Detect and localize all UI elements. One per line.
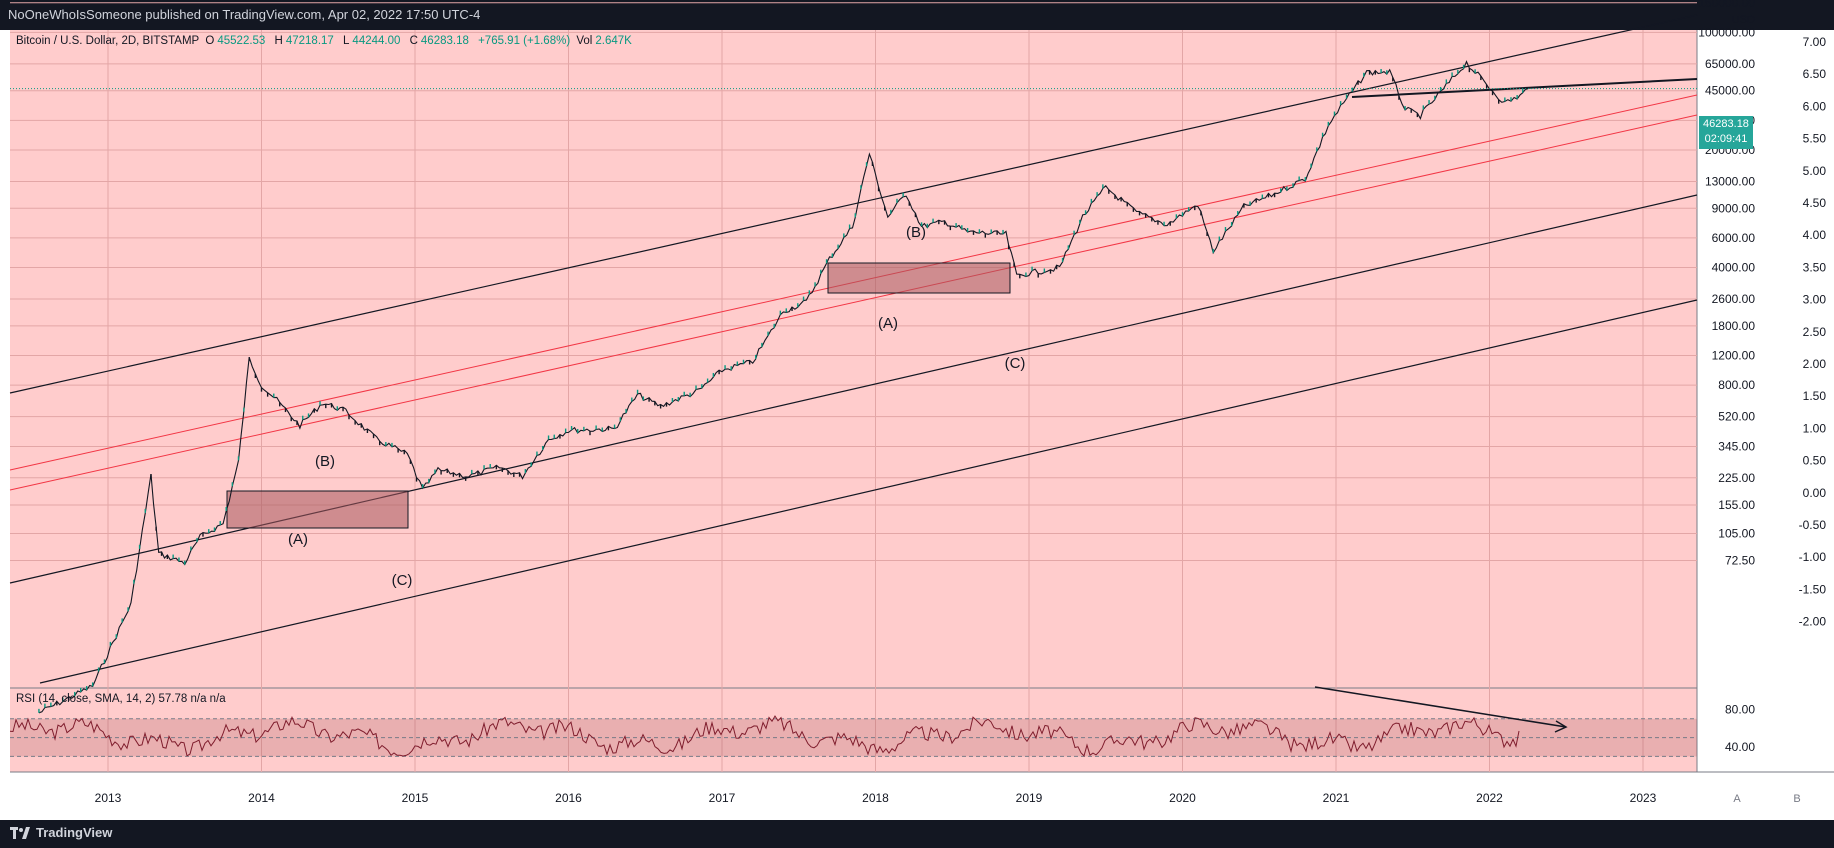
channel-line bbox=[9, 14, 1698, 394]
y2-tick-label: 3.00 bbox=[1803, 293, 1827, 307]
x-tick-label: 2013 bbox=[95, 791, 122, 805]
y-tick-label: 4000.00 bbox=[1712, 261, 1756, 275]
y2-tick-label: 3.50 bbox=[1803, 260, 1827, 274]
y-tick-label: 65000.00 bbox=[1705, 57, 1755, 71]
y2-tick-label: 0.50 bbox=[1803, 454, 1827, 468]
y-tick-label: 105.00 bbox=[1718, 526, 1755, 540]
y-tick-label: 155.00 bbox=[1718, 498, 1755, 512]
brand-name: TradingView bbox=[36, 825, 113, 840]
x-tick-label: 2021 bbox=[1323, 791, 1350, 805]
y2-tick-label: 4.00 bbox=[1803, 228, 1827, 242]
open-value: 45522.53 bbox=[217, 35, 266, 47]
y2-tick-label: 6.00 bbox=[1803, 99, 1827, 113]
rsi-divergence-line bbox=[1314, 686, 1567, 728]
plot-background bbox=[10, 30, 1697, 772]
y-tick-label: 9000.00 bbox=[1712, 201, 1756, 215]
y-tick-label: 225.00 bbox=[1718, 471, 1755, 485]
symbol-legend[interactable]: Bitcoin / U.S. Dollar, 2D, BITSTAMP O 455… bbox=[16, 35, 632, 47]
y2-tick-label: 1.50 bbox=[1803, 389, 1827, 403]
y-tick-label: 150000.00 bbox=[1698, 0, 1755, 10]
channel-line bbox=[39, 299, 1698, 684]
x-tick-label: 2014 bbox=[248, 791, 275, 805]
y2-tick-label: -0.50 bbox=[1799, 518, 1827, 532]
top-resistance-line bbox=[1351, 78, 1698, 98]
y-tick-label: 520.00 bbox=[1718, 410, 1755, 424]
wave-label: (B) bbox=[906, 224, 926, 241]
volume-value: 2.647K bbox=[595, 35, 632, 47]
wave-label: (A) bbox=[288, 531, 308, 548]
y2-tick-label: 2.50 bbox=[1803, 325, 1827, 339]
x-tick-label: 2018 bbox=[862, 791, 889, 805]
y-tick-label: 72.50 bbox=[1725, 554, 1755, 568]
tradingview-logo[interactable]: TradingView bbox=[10, 825, 112, 840]
price-series bbox=[38, 60, 1529, 714]
auto-scale-button[interactable]: A bbox=[1726, 790, 1748, 808]
rsi-tick-label: 40.00 bbox=[1725, 740, 1755, 754]
rsi-tick-label: 80.00 bbox=[1725, 702, 1755, 716]
symbol-name: Bitcoin / U.S. Dollar, 2D, BITSTAMP bbox=[16, 35, 200, 47]
x-tick-label: 2019 bbox=[1016, 791, 1043, 805]
consolidation-box bbox=[226, 490, 409, 529]
rsi-line bbox=[9, 715, 1520, 757]
rsi-arrow-head bbox=[1554, 720, 1568, 733]
consolidation-box bbox=[827, 262, 1011, 294]
y-tick-label: 13000.00 bbox=[1705, 174, 1755, 188]
bar-countdown: 02:09:41 bbox=[1704, 133, 1748, 145]
low-value: 44244.00 bbox=[352, 35, 401, 47]
y-tick-label: 45000.00 bbox=[1705, 84, 1755, 98]
y-tick-label: 6000.00 bbox=[1712, 231, 1756, 245]
x-tick-label: 2016 bbox=[555, 791, 582, 805]
last-price-badge: 46283.18 02:09:41 bbox=[1699, 116, 1753, 149]
y2-tick-label: -1.50 bbox=[1799, 582, 1827, 596]
y-tick-label: 1800.00 bbox=[1712, 319, 1756, 333]
x-tick-label: 2023 bbox=[1630, 791, 1657, 805]
rsi-legend[interactable]: RSI (14, close, SMA, 14, 2) 57.78 n/a n/… bbox=[16, 693, 226, 705]
y2-tick-label: 7.00 bbox=[1803, 35, 1827, 49]
x-tick-label: 2017 bbox=[709, 791, 736, 805]
red-trend-line bbox=[9, 114, 1698, 491]
tradingview-icon bbox=[10, 826, 30, 839]
x-tick-label: 2020 bbox=[1169, 791, 1196, 805]
change-value: +765.91 (+1.68%) bbox=[478, 35, 571, 47]
footer-bar: TradingView bbox=[0, 820, 1834, 848]
y2-tick-label: -2.00 bbox=[1799, 615, 1827, 629]
y2-tick-label: 5.00 bbox=[1803, 164, 1827, 178]
price-chart[interactable]: 2013 2014 2015 2016 2017 2018 2019 2020 2021 2022… bbox=[0, 0, 1834, 820]
y-tick-label: 1200.00 bbox=[1712, 348, 1756, 362]
wave-label: (B) bbox=[315, 453, 335, 470]
y-tick-label: 2600.00 bbox=[1712, 292, 1756, 306]
y2-tick-label: 1.00 bbox=[1803, 421, 1827, 435]
published-text: NoOneWhoIsSomeone published on TradingVi… bbox=[8, 7, 481, 22]
y2-tick-label: 6.50 bbox=[1803, 67, 1827, 81]
y2-tick-label: -1.00 bbox=[1799, 550, 1827, 564]
y2-tick-label: 0.00 bbox=[1803, 486, 1827, 500]
wave-label: (C) bbox=[392, 572, 413, 589]
header-bar: NoOneWhoIsSomeone published on TradingVi… bbox=[0, 0, 1834, 30]
y-tick-label: 100000.00 bbox=[1698, 25, 1755, 39]
y-tick-label: 345.00 bbox=[1718, 440, 1755, 454]
high-value: 47218.17 bbox=[285, 35, 334, 47]
wave-label: (C) bbox=[1005, 355, 1026, 372]
x-tick-label: 2015 bbox=[402, 791, 429, 805]
wave-label: (A) bbox=[878, 315, 898, 332]
last-price: 46283.18 bbox=[1703, 118, 1749, 130]
x-tick-label: 2022 bbox=[1476, 791, 1503, 805]
y-tick-label: 800.00 bbox=[1718, 378, 1755, 392]
y2-tick-label: 2.00 bbox=[1803, 357, 1827, 371]
scale-button-b[interactable]: B bbox=[1786, 790, 1808, 808]
close-value: 46283.18 bbox=[420, 35, 469, 47]
y2-tick-label: 5.50 bbox=[1803, 132, 1827, 146]
y-unit-label: USD bbox=[1732, 14, 1755, 26]
y2-tick-label: 4.50 bbox=[1803, 196, 1827, 210]
